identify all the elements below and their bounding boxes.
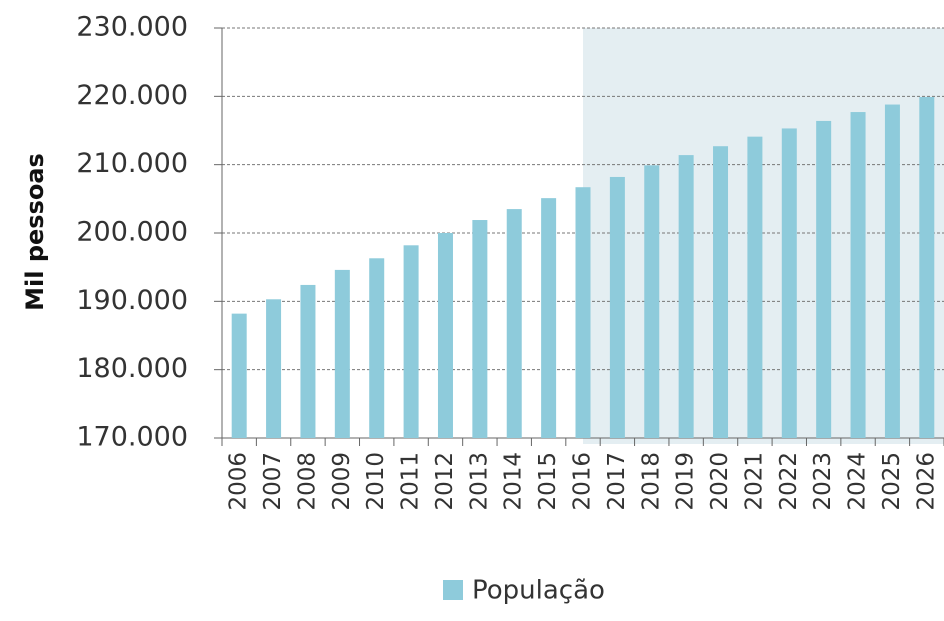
x-tick-label: 2025 [879, 452, 905, 511]
y-tick-label: 210.000 [76, 148, 188, 179]
bar [575, 187, 591, 438]
x-tick-label: 2012 [432, 452, 458, 511]
x-tick-label: 2007 [260, 452, 286, 511]
bar [747, 136, 763, 438]
x-tick-label: 2018 [638, 452, 664, 511]
x-tick-label: 2010 [363, 452, 389, 511]
x-tick-label: 2020 [707, 452, 733, 511]
bar [437, 233, 453, 438]
shaded-region [583, 28, 944, 444]
legend-label: População [472, 576, 605, 606]
x-tick-label: 2008 [294, 452, 320, 511]
x-tick-label: 2026 [913, 452, 939, 511]
x-tick-label: 2022 [776, 452, 802, 511]
bar [266, 299, 282, 438]
bar [678, 155, 694, 438]
y-tick-label: 190.000 [76, 285, 188, 316]
bar [609, 176, 625, 438]
bar [919, 97, 935, 439]
bar [884, 104, 900, 439]
x-tick-label: 2019 [673, 452, 699, 511]
x-tick-label: 2023 [810, 452, 836, 511]
x-tick-label: 2009 [329, 452, 355, 511]
legend-swatch [443, 580, 463, 600]
y-tick-label: 200.000 [76, 217, 188, 248]
bar [231, 313, 247, 438]
y-tick-label: 170.000 [76, 422, 188, 453]
x-tick-label: 2017 [604, 452, 630, 511]
bar [816, 120, 832, 438]
bar [850, 112, 866, 439]
bar [541, 198, 557, 438]
y-tick-label: 220.000 [76, 80, 188, 111]
bar [713, 146, 729, 438]
y-axis-title: Mil pessoas [21, 153, 49, 311]
x-tick-label: 2013 [466, 452, 492, 511]
x-tick-label: 2006 [226, 452, 252, 511]
x-tick-label: 2011 [398, 452, 424, 511]
y-tick-label: 230.000 [76, 12, 188, 43]
bar [506, 209, 522, 438]
x-tick-label: 2014 [501, 452, 527, 511]
y-tick-label: 180.000 [76, 353, 188, 384]
bar [403, 245, 419, 438]
bar [334, 269, 350, 438]
bar [300, 284, 316, 438]
bar [644, 165, 660, 438]
bar [369, 258, 385, 438]
x-tick-label: 2015 [535, 452, 561, 511]
bar [781, 128, 797, 438]
x-tick-label: 2016 [570, 452, 596, 511]
x-tick-label: 2024 [845, 452, 871, 511]
x-tick-label: 2021 [741, 452, 767, 511]
bar [472, 220, 488, 438]
